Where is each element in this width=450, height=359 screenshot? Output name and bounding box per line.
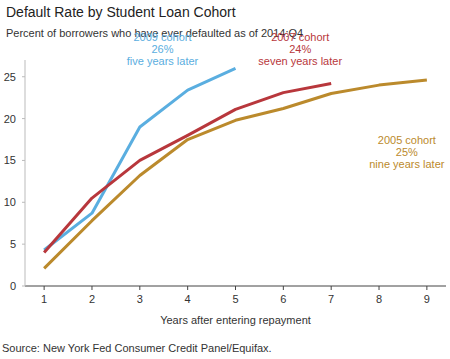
y-tick [22, 160, 25, 161]
x-tick [235, 286, 236, 290]
y-axis-line [25, 60, 26, 286]
x-tick-label: 1 [41, 293, 47, 305]
chart: Default Rate by Student Loan CohortPerce… [0, 0, 450, 359]
y-tick-label: 25 [4, 71, 16, 83]
x-tick-label: 3 [137, 293, 143, 305]
x-tick-label: 7 [328, 293, 334, 305]
y-tick-label: 15 [4, 154, 16, 166]
annotation: 2009 cohort [133, 31, 191, 43]
annotation: 2007 cohort [271, 31, 329, 43]
annotation: 24% [289, 43, 311, 55]
y-tick [22, 118, 25, 119]
x-tick-label: 4 [185, 293, 191, 305]
x-tick [379, 286, 380, 290]
y-tick [22, 286, 25, 287]
x-tick [187, 286, 188, 290]
x-axis-label: Years after entering repayment [160, 314, 311, 326]
x-tick [44, 286, 45, 290]
y-tick-label: 10 [4, 196, 16, 208]
x-tick-label: 6 [280, 293, 286, 305]
y-tick-label: 0 [10, 280, 16, 292]
source: Source: New York Fed Consumer Credit Pan… [2, 342, 272, 354]
y-tick [22, 244, 25, 245]
annotation: nine years later [369, 158, 445, 170]
annotation: seven years later [258, 55, 342, 67]
y-tick-label: 5 [10, 238, 16, 250]
x-tick-label: 2 [89, 293, 95, 305]
y-tick [22, 76, 25, 77]
annotation: 25% [396, 146, 418, 158]
x-tick-label: 8 [376, 293, 382, 305]
x-tick-label: 9 [424, 293, 430, 305]
y-tick [22, 202, 25, 203]
title: Default Rate by Student Loan Cohort [6, 4, 236, 20]
x-tick [426, 286, 427, 290]
x-tick [331, 286, 332, 290]
series-line [44, 80, 427, 268]
y-tick-label: 20 [4, 113, 16, 125]
x-tick [283, 286, 284, 290]
annotation: 2005 cohort [378, 134, 436, 146]
annotation: five years later [127, 55, 199, 67]
x-tick-label: 5 [232, 293, 238, 305]
x-tick [139, 286, 140, 290]
x-tick [91, 286, 92, 290]
chart-container: Default Rate by Student Loan CohortPerce… [0, 0, 450, 359]
annotation: 26% [151, 43, 173, 55]
